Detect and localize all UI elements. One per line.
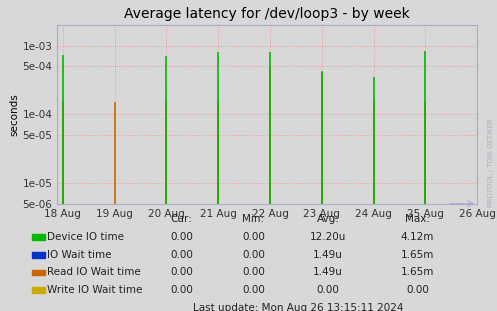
Text: 4.12m: 4.12m xyxy=(401,232,434,242)
Text: RRDTOOL / TOBI OETIKER: RRDTOOL / TOBI OETIKER xyxy=(488,118,494,207)
Title: Average latency for /dev/loop3 - by week: Average latency for /dev/loop3 - by week xyxy=(124,7,410,21)
Text: Max:: Max: xyxy=(405,214,430,224)
Text: Device IO time: Device IO time xyxy=(47,232,124,242)
Text: Cur:: Cur: xyxy=(170,214,192,224)
Text: 0.00: 0.00 xyxy=(317,285,339,295)
Text: 0.00: 0.00 xyxy=(242,232,265,242)
Text: 1.65m: 1.65m xyxy=(401,267,434,277)
Text: 0.00: 0.00 xyxy=(406,285,429,295)
Text: 1.49u: 1.49u xyxy=(313,250,343,260)
Text: 0.00: 0.00 xyxy=(170,267,193,277)
Text: 0.00: 0.00 xyxy=(242,267,265,277)
Text: Write IO Wait time: Write IO Wait time xyxy=(47,285,143,295)
Text: 1.49u: 1.49u xyxy=(313,267,343,277)
Text: 0.00: 0.00 xyxy=(170,285,193,295)
Text: IO Wait time: IO Wait time xyxy=(47,250,112,260)
Text: Read IO Wait time: Read IO Wait time xyxy=(47,267,141,277)
Y-axis label: seconds: seconds xyxy=(9,93,20,136)
Text: 0.00: 0.00 xyxy=(242,250,265,260)
Text: Min:: Min: xyxy=(243,214,264,224)
Text: 0.00: 0.00 xyxy=(170,232,193,242)
Text: 12.20u: 12.20u xyxy=(310,232,346,242)
Text: 0.00: 0.00 xyxy=(242,285,265,295)
Text: 0.00: 0.00 xyxy=(170,250,193,260)
Text: 1.65m: 1.65m xyxy=(401,250,434,260)
Text: Avg:: Avg: xyxy=(317,214,339,224)
Text: Last update: Mon Aug 26 13:15:11 2024: Last update: Mon Aug 26 13:15:11 2024 xyxy=(193,303,404,311)
